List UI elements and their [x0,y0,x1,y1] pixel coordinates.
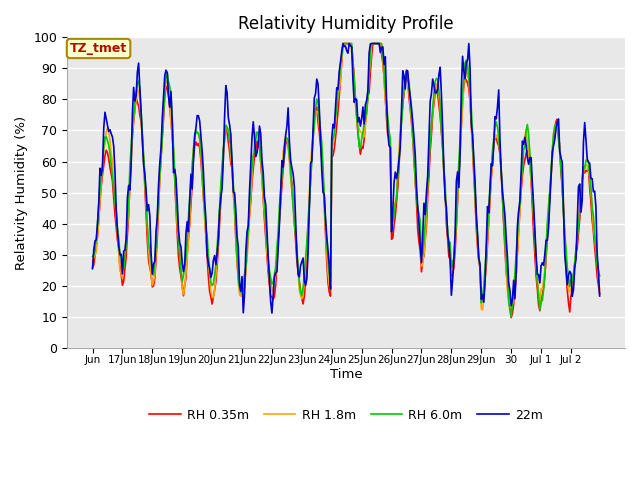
X-axis label: Time: Time [330,368,362,381]
Line: 22m: 22m [93,44,600,313]
Y-axis label: Relativity Humidity (%): Relativity Humidity (%) [15,116,28,270]
Line: RH 0.35m: RH 0.35m [93,44,600,318]
Line: RH 1.8m: RH 1.8m [93,44,600,310]
Line: RH 6.0m: RH 6.0m [93,44,600,317]
Text: TZ_tmet: TZ_tmet [70,42,127,55]
Title: Relativity Humidity Profile: Relativity Humidity Profile [238,15,454,33]
Legend: RH 0.35m, RH 1.8m, RH 6.0m, 22m: RH 0.35m, RH 1.8m, RH 6.0m, 22m [145,404,548,427]
